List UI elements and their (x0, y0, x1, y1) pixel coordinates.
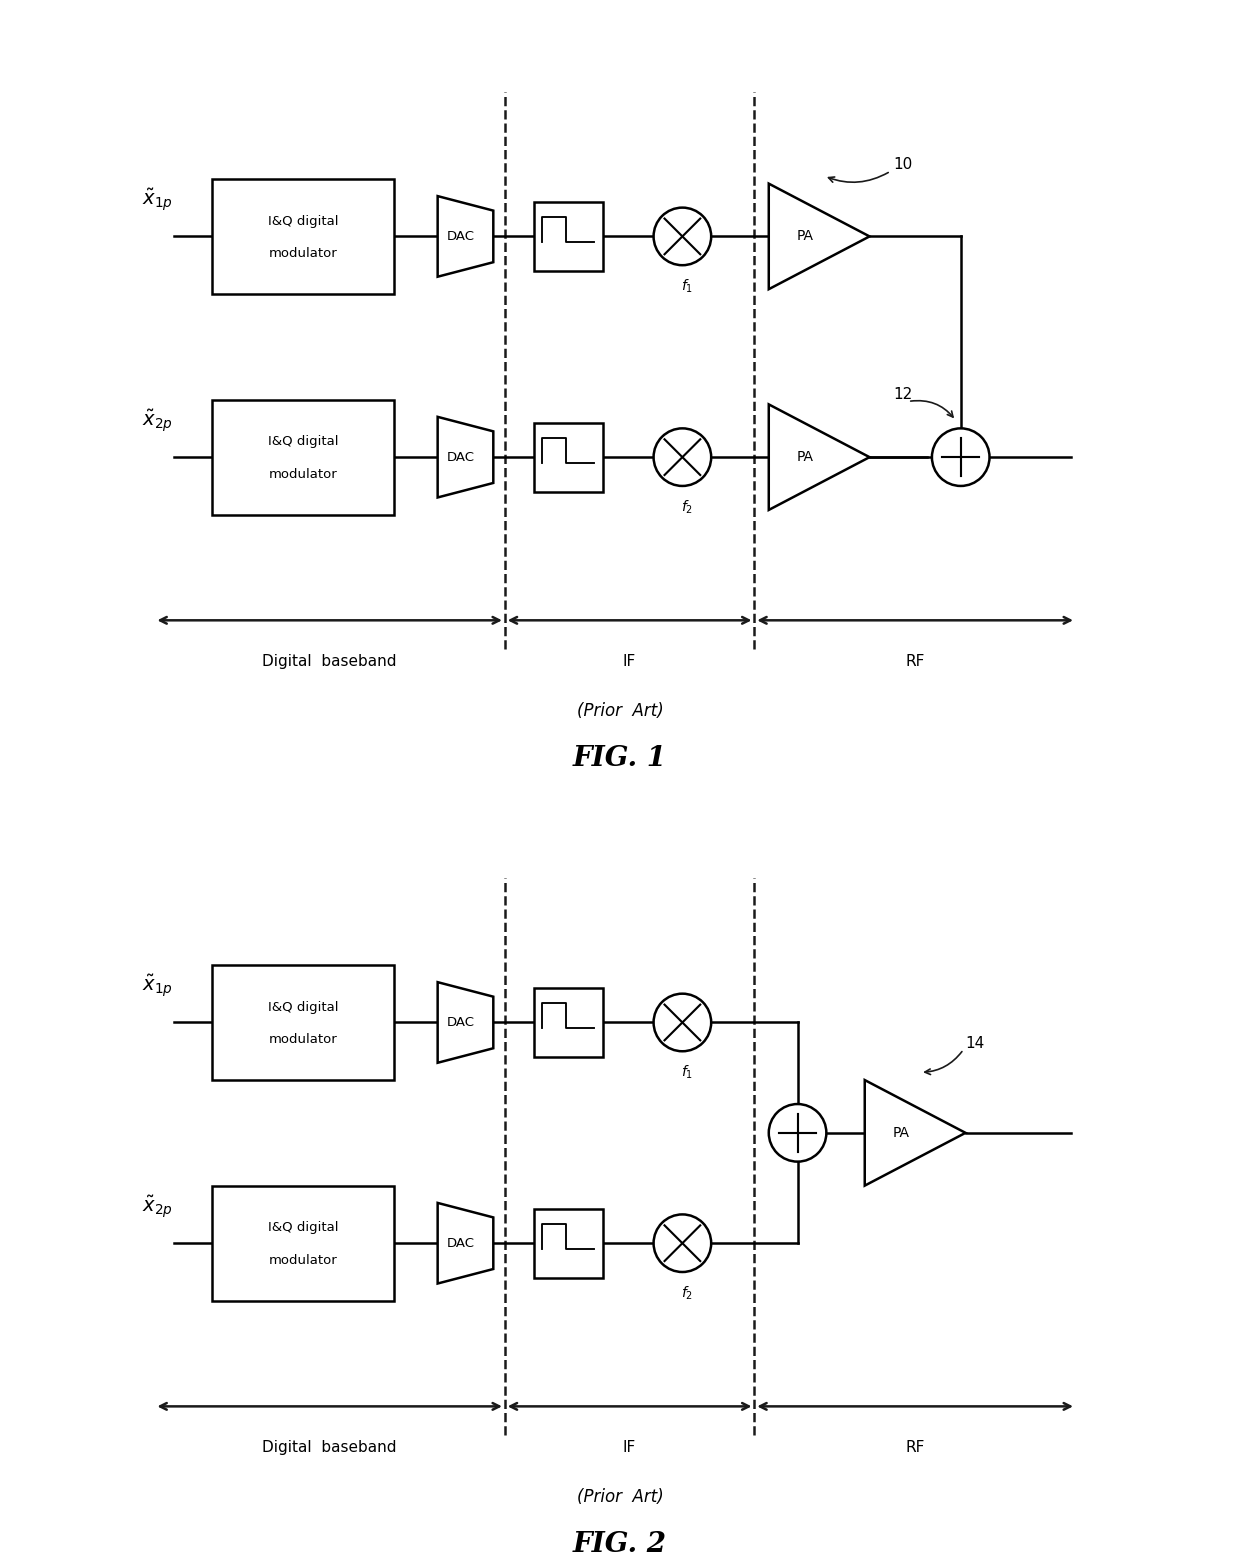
Text: I&Q digital: I&Q digital (268, 435, 339, 448)
Bar (212, 965, 394, 1081)
Polygon shape (438, 196, 494, 277)
Circle shape (653, 1214, 712, 1272)
Text: PA: PA (796, 229, 813, 243)
Text: DAC: DAC (448, 1237, 475, 1250)
Bar (212, 179, 394, 294)
Text: $f_1$: $f_1$ (681, 1063, 693, 1081)
Polygon shape (769, 183, 869, 290)
Text: I&Q digital: I&Q digital (268, 215, 339, 227)
Text: modulator: modulator (269, 1254, 337, 1267)
Bar (533, 202, 603, 271)
Text: 10: 10 (894, 157, 913, 172)
Text: $\tilde{x}_{1p}$: $\tilde{x}_{1p}$ (141, 186, 172, 213)
Bar (212, 1185, 394, 1301)
Bar (212, 399, 394, 515)
Polygon shape (864, 1081, 966, 1185)
Text: I&Q digital: I&Q digital (268, 1221, 339, 1234)
Text: FIG. 1: FIG. 1 (573, 745, 667, 772)
Text: PA: PA (796, 449, 813, 464)
Text: Digital  baseband: Digital baseband (263, 655, 397, 669)
Text: Digital  baseband: Digital baseband (263, 1441, 397, 1455)
Circle shape (653, 208, 712, 265)
Text: $f_2$: $f_2$ (681, 1284, 693, 1301)
Text: modulator: modulator (269, 247, 337, 260)
Text: RF: RF (905, 1441, 925, 1455)
Circle shape (769, 1104, 826, 1162)
Text: (Prior  Art): (Prior Art) (577, 1488, 663, 1506)
Text: DAC: DAC (448, 1016, 475, 1029)
Text: DAC: DAC (448, 451, 475, 464)
Bar (533, 1209, 603, 1278)
Text: 12: 12 (894, 387, 913, 402)
Bar (533, 988, 603, 1057)
Text: $\tilde{x}_{2p}$: $\tilde{x}_{2p}$ (141, 407, 172, 434)
Circle shape (653, 429, 712, 485)
Circle shape (653, 994, 712, 1051)
Polygon shape (438, 1203, 494, 1284)
Polygon shape (769, 404, 869, 511)
Text: modulator: modulator (269, 1034, 337, 1046)
Text: $\tilde{x}_{2p}$: $\tilde{x}_{2p}$ (141, 1193, 172, 1220)
Text: 14: 14 (966, 1037, 985, 1051)
Polygon shape (438, 982, 494, 1063)
Text: DAC: DAC (448, 230, 475, 243)
Polygon shape (438, 417, 494, 498)
Text: IF: IF (622, 1441, 636, 1455)
Text: FIG. 2: FIG. 2 (573, 1532, 667, 1558)
Text: I&Q digital: I&Q digital (268, 1001, 339, 1013)
Text: IF: IF (622, 655, 636, 669)
Text: PA: PA (893, 1126, 909, 1140)
Text: $\tilde{x}_{1p}$: $\tilde{x}_{1p}$ (141, 972, 172, 999)
Text: modulator: modulator (269, 468, 337, 481)
Bar (533, 423, 603, 492)
Text: RF: RF (905, 655, 925, 669)
Text: $f_1$: $f_1$ (681, 277, 693, 294)
Text: $f_2$: $f_2$ (681, 498, 693, 515)
Circle shape (932, 429, 990, 485)
Text: (Prior  Art): (Prior Art) (577, 702, 663, 720)
